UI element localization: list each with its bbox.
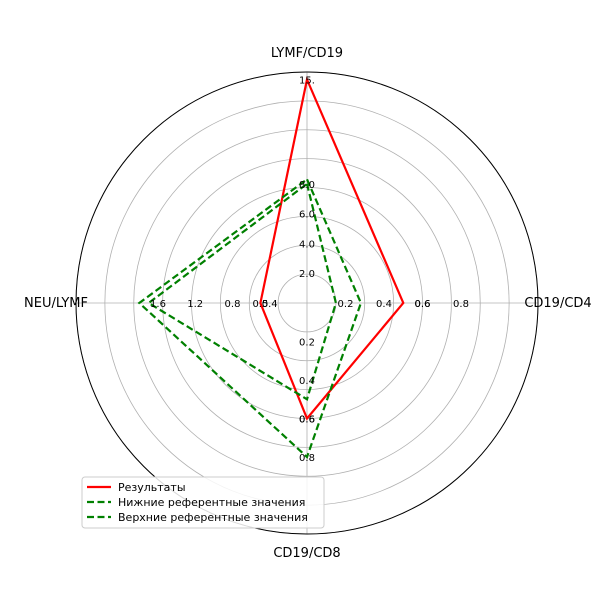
tick-label-neu-lymf-0: 0.4 — [262, 299, 278, 310]
tick-label-cd19-cd4-2: 0.6 — [415, 299, 431, 310]
legend-label-lower-ref: Нижние референтные значения — [118, 496, 305, 509]
tick-label-cd19-cd4-4: 0.8 — [453, 299, 469, 310]
tick-label-cd19-cd4-0: 0.2 — [338, 299, 354, 310]
axis-label-cd19-cd4: CD19/CD4 — [524, 296, 591, 311]
legend-label-upper-ref: Верхние референтные значения — [118, 511, 308, 524]
legend-label-results: Результаты — [118, 481, 186, 494]
polar-frame — [75, 71, 539, 535]
tick-label-cd19-cd8-1: 0.4 — [299, 376, 315, 387]
tick-label-lymf-cd19-1: 4.0 — [299, 239, 315, 250]
tick-label-cd19-cd8-4: 0.8 — [299, 453, 315, 464]
tick-label-cd19-cd8-2: 0.6 — [299, 415, 315, 426]
tick-label-neu-lymf-3: 1.2 — [187, 299, 203, 310]
tick-label-cd19-cd8-3: 0.6 — [299, 415, 315, 426]
series-layer — [137, 75, 405, 459]
tick-label-neu-lymf-2: 0.8 — [225, 299, 241, 310]
tick-label-neu-lymf-4: 1.6 — [150, 299, 166, 310]
tick-label-lymf-cd19-0: 2.0 — [299, 269, 315, 280]
axis-label-cd19-cd8: CD19/CD8 — [273, 546, 340, 561]
tick-label-cd19-cd4-1: 0.4 — [376, 299, 392, 310]
legend: Результаты Нижние референтные значения В… — [81, 476, 325, 529]
tick-labels: 2.04.06.08.015.0.2 0.4 0.60.6 0.80.20.40.60… — [150, 76, 469, 465]
tick-label-lymf-cd19-4: 15. — [299, 76, 315, 87]
tick-label-lymf-cd19-3: 8.0 — [299, 180, 315, 191]
axis-label-lymf-cd19: LYMF/CD19 — [271, 46, 343, 61]
series-line-0 — [259, 75, 405, 421]
legend-box — [81, 476, 325, 529]
tick-label-neu-lymf-1: 0.5 — [252, 299, 268, 310]
tick-label-cd19-cd4-3: 0.6 — [415, 299, 431, 310]
tick-label-lymf-cd19-2: 6.0 — [299, 210, 315, 221]
tick-label-cd19-cd8-0: 0.2 — [299, 338, 315, 349]
axis-label-neu-lymf: NEU/LYMF — [24, 296, 88, 311]
